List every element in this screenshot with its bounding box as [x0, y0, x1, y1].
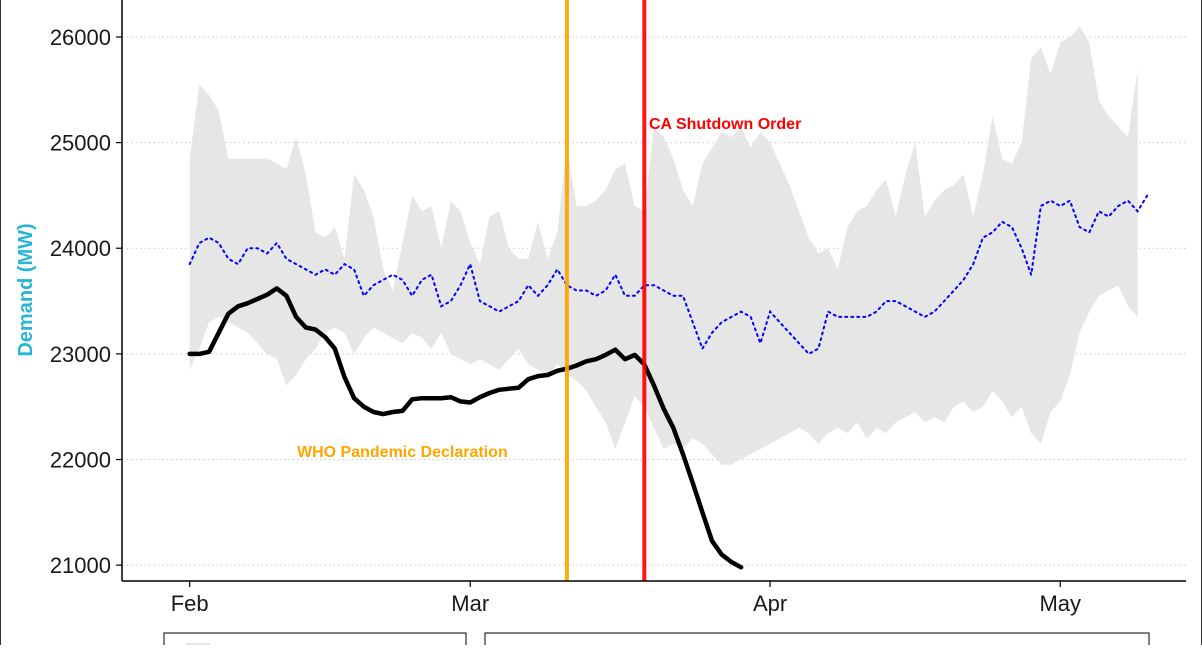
y-tick-label: 22000: [50, 448, 111, 473]
ca-annotation: CA Shutdown Order: [649, 116, 801, 133]
y-tick-label: 21000: [50, 553, 111, 578]
historical-range-band: [189, 26, 1138, 465]
y-tick-label: 25000: [50, 131, 111, 156]
who-annotation: WHO Pandemic Declaration: [297, 444, 508, 461]
confidence-band-layer: [189, 26, 1138, 465]
x-tick-label: Mar: [451, 591, 489, 616]
x-ticks: Feb Mar Apr May: [171, 581, 1081, 616]
event-lines-layer: [564, 0, 647, 581]
series-layer: [187, 194, 1149, 570]
y-tick-label: 23000: [50, 342, 111, 367]
y-tick-label: 24000: [50, 236, 111, 261]
legend-box-right: [484, 632, 1150, 650]
actual-demand-line: [187, 286, 744, 570]
x-tick-label: May: [1039, 591, 1081, 616]
historical-mean-line: [188, 194, 1149, 356]
x-tick-label: Feb: [171, 591, 209, 616]
y-ticks: 21000 22000 23000 24000 25000 26000: [50, 25, 122, 578]
y-axis-label: Demand (MW): [15, 223, 37, 356]
x-tick-label: Apr: [753, 591, 787, 616]
y-tick-label: 26000: [50, 25, 111, 50]
